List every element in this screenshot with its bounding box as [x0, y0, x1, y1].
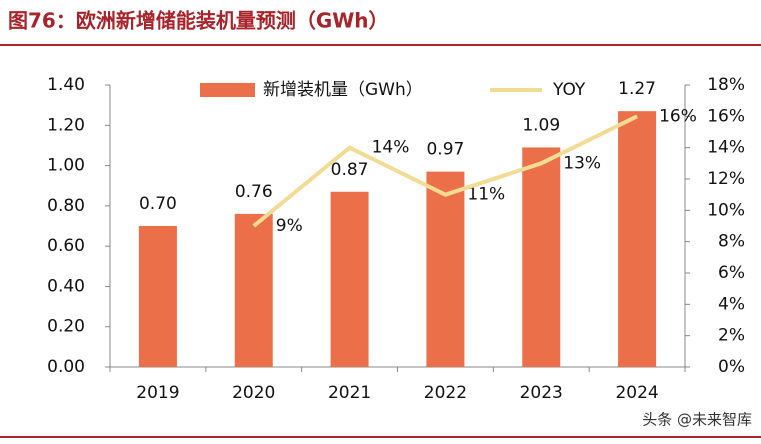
y-tick-label: 1.00: [47, 156, 85, 176]
legend-label: YOY: [552, 80, 586, 100]
line-value-label: 11%: [467, 185, 505, 205]
x-tick-label: 2023: [520, 383, 563, 403]
y2-tick-label: 12%: [707, 169, 745, 189]
x-tick-label: 2021: [328, 383, 371, 403]
line-value-label: 9%: [276, 216, 303, 236]
y-tick-label: 0.00: [47, 357, 85, 377]
y2-tick-label: 10%: [707, 200, 745, 220]
x-tick-label: 2024: [615, 383, 658, 403]
bar: [330, 191, 369, 367]
bar-value-label: 0.87: [331, 160, 369, 180]
x-tick-label: 2022: [424, 383, 467, 403]
yoy-line: [252, 114, 638, 228]
x-tick-label: 2019: [136, 383, 179, 403]
y2-tick-label: 2%: [718, 326, 745, 346]
bar: [618, 111, 657, 367]
y2-tick-label: 16%: [707, 106, 745, 126]
y-tick-label: 0.20: [47, 317, 85, 337]
bar-value-label: 0.97: [426, 140, 464, 160]
bar-value-label: 0.70: [139, 194, 177, 214]
y-tick-label: 1.40: [47, 75, 85, 95]
bar: [234, 213, 273, 367]
bar: [426, 171, 465, 367]
bar: [522, 147, 561, 367]
watermark: 头条 @未来智库: [642, 411, 752, 429]
bar-value-label: 1.27: [618, 79, 656, 99]
bar-value-label: 0.76: [235, 182, 273, 202]
legend-label: 新增装机量（GWh）: [263, 80, 423, 100]
y2-tick-label: 8%: [718, 232, 745, 252]
y2-tick-label: 4%: [718, 294, 745, 314]
bar-value-label: 1.09: [522, 115, 560, 135]
y2-tick-label: 14%: [707, 138, 745, 158]
y-tick-label: 0.60: [47, 236, 85, 256]
line-value-label: 16%: [659, 106, 697, 126]
y2-tick-label: 0%: [718, 357, 745, 377]
y-tick-label: 1.20: [47, 115, 85, 135]
legend-swatch: [200, 83, 255, 97]
chart-title: 图76：欧洲新增储能装机量预测（GWh）: [8, 9, 389, 33]
line-value-label: 13%: [563, 153, 601, 173]
x-tick-label: 2020: [232, 383, 275, 403]
y2-tick-label: 18%: [707, 75, 745, 95]
y-tick-label: 0.40: [47, 276, 85, 296]
bar: [138, 226, 177, 367]
line-value-label: 14%: [372, 138, 410, 158]
y2-tick-label: 6%: [718, 263, 745, 283]
y-tick-label: 0.80: [47, 196, 85, 216]
